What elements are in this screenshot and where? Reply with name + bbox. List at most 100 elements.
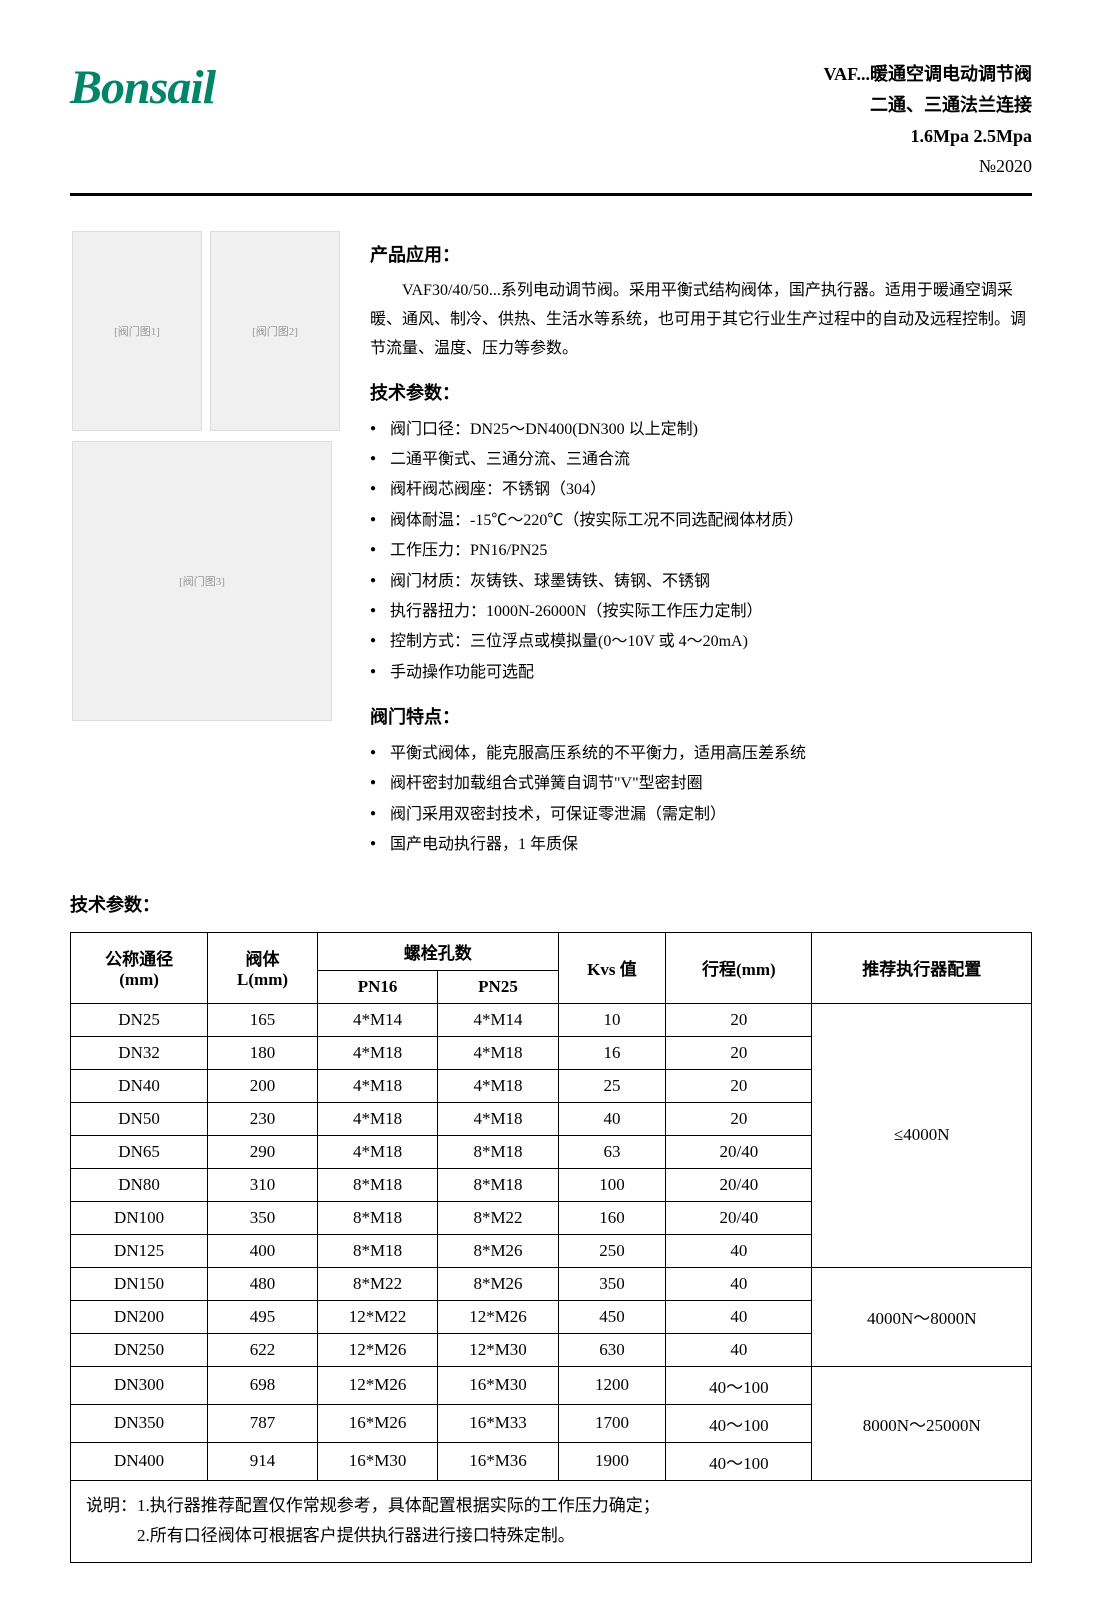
header-title3: 1.6Mpa 2.5Mpa [823,122,1032,151]
table-cell: 40 [666,1300,812,1333]
table-cell: 160 [558,1201,665,1234]
table-cell: 4*M18 [317,1135,437,1168]
images-column: [阀门图1] [阀门图2] [阀门图3] [70,226,350,860]
table-cell: 8*M18 [317,1201,437,1234]
table-cell: 4*M18 [317,1069,437,1102]
table-cell: 165 [208,1003,318,1036]
table-cell: 20/40 [666,1201,812,1234]
table-cell: 40～100 [666,1404,812,1442]
tech-list: 阀门口径：DN25～DN400(DN300 以上定制) 二通平衡式、三通分流、三… [370,415,1032,689]
header-title1: VAF...暖通空调电动调节阀 [823,60,1032,89]
table-cell: 622 [208,1333,318,1366]
table-cell: 20 [666,1102,812,1135]
note-line-1: 说明：1.执行器推荐配置仅作常规参考，具体配置根据实际的工作压力确定； [86,1491,1016,1522]
th-kvs: Kvs 值 [558,932,665,1003]
table-cell: 1200 [558,1366,665,1404]
table-row: DN1504808*M228*M26350404000N～8000N [71,1267,1032,1300]
table-cell: 16*M33 [438,1404,558,1442]
table-cell: 20 [666,1036,812,1069]
table-cell: 10 [558,1003,665,1036]
table-cell: 8*M18 [438,1168,558,1201]
tech-item: 工作压力：PN16/PN25 [370,536,1032,566]
table-header-row: 公称通径(mm) 阀体L(mm) 螺栓孔数 PN16 PN25 Kvs 值 行程… [71,932,1032,1003]
table-cell: 12*M26 [317,1333,437,1366]
table-cell: 450 [558,1300,665,1333]
tech-item: 阀门口径：DN25～DN400(DN300 以上定制) [370,415,1032,445]
table-cell: 16*M36 [438,1442,558,1480]
actuator-cell: 8000N～25000N [812,1366,1032,1480]
app-text: VAF30/40/50...系列电动调节阀。采用平衡式结构阀体，国产执行器。适用… [370,277,1032,363]
table-cell: 20/40 [666,1135,812,1168]
app-title: 产品应用： [370,241,1032,267]
actuator-cell: ≤4000N [812,1003,1032,1267]
table-cell: 8*M26 [438,1267,558,1300]
table-cell: DN25 [71,1003,208,1036]
th-dn: 公称通径(mm) [71,932,208,1003]
table-cell: 8*M22 [438,1201,558,1234]
table-cell: 16*M30 [438,1366,558,1404]
table-cell: 40 [666,1267,812,1300]
table-cell: 4*M18 [317,1036,437,1069]
feature-item: 平衡式阀体，能克服高压系统的不平衡力，适用高压差系统 [370,739,1032,769]
header-info: VAF...暖通空调电动调节阀 二通、三通法兰连接 1.6Mpa 2.5Mpa … [823,60,1032,183]
features-title: 阀门特点： [370,703,1032,729]
table-cell: 914 [208,1442,318,1480]
table-row: DN251654*M144*M141020≤4000N [71,1003,1032,1036]
actuator-cell: 4000N～8000N [812,1267,1032,1366]
table-cell: DN65 [71,1135,208,1168]
table-cell: 8*M18 [317,1168,437,1201]
table-cell: DN200 [71,1300,208,1333]
th-stroke: 行程(mm) [666,932,812,1003]
tech-params-title: 技术参数： [70,891,1032,917]
table-cell: 480 [208,1267,318,1300]
table-cell: 20/40 [666,1168,812,1201]
tech-title: 技术参数： [370,379,1032,405]
table-cell: 350 [208,1201,318,1234]
table-cell: 12*M26 [438,1300,558,1333]
text-column: 产品应用： VAF30/40/50...系列电动调节阀。采用平衡式结构阀体，国产… [370,226,1032,860]
table-cell: DN150 [71,1267,208,1300]
table-cell: 4*M18 [438,1036,558,1069]
table-cell: 8*M26 [438,1234,558,1267]
table-cell: DN80 [71,1168,208,1201]
table-cell: DN32 [71,1036,208,1069]
table-cell: DN350 [71,1404,208,1442]
table-cell: 8*M18 [317,1234,437,1267]
table-cell: 16*M30 [317,1442,437,1480]
product-image-2: [阀门图2] [210,231,340,431]
tech-item: 阀杆阀芯阀座：不锈钢（304） [370,475,1032,505]
header: Bonsail VAF...暖通空调电动调节阀 二通、三通法兰连接 1.6Mpa… [70,60,1032,196]
main-content: [阀门图1] [阀门图2] [阀门图3] 产品应用： VAF30/40/50..… [70,226,1032,860]
note-line-2: 2.所有口径阀体可根据客户提供执行器进行接口特殊定制。 [86,1521,1016,1552]
table-cell: 290 [208,1135,318,1168]
table-cell: 8*M18 [438,1135,558,1168]
table-cell: 310 [208,1168,318,1201]
table-cell: 40～100 [666,1442,812,1480]
table-cell: 180 [208,1036,318,1069]
table-cell: DN40 [71,1069,208,1102]
table-body: DN251654*M144*M141020≤4000NDN321804*M184… [71,1003,1032,1480]
table-note: 说明：1.执行器推荐配置仅作常规参考，具体配置根据实际的工作压力确定； 2.所有… [70,1481,1032,1563]
table-cell: DN300 [71,1366,208,1404]
table-cell: 200 [208,1069,318,1102]
table-cell: 698 [208,1366,318,1404]
table-cell: 495 [208,1300,318,1333]
table-cell: 4*M18 [438,1102,558,1135]
feature-item: 阀门采用双密封技术，可保证零泄漏（需定制） [370,800,1032,830]
tech-item: 阀体耐温：-15℃～220℃（按实际工况不同选配阀体材质） [370,506,1032,536]
header-title2: 二通、三通法兰连接 [823,91,1032,120]
table-cell: 1900 [558,1442,665,1480]
table-cell: DN50 [71,1102,208,1135]
tech-item: 二通平衡式、三通分流、三通合流 [370,445,1032,475]
table-cell: DN400 [71,1442,208,1480]
table-cell: 40 [666,1333,812,1366]
th-bolt: 螺栓孔数 PN16 PN25 [317,932,558,1003]
table-cell: 20 [666,1069,812,1102]
feature-item: 阀杆密封加载组合式弹簧自调节"V"型密封圈 [370,769,1032,799]
table-cell: 350 [558,1267,665,1300]
header-num: №2020 [823,152,1032,181]
table-cell: 4*M18 [438,1069,558,1102]
table-cell: 16*M26 [317,1404,437,1442]
table-cell: 12*M26 [317,1366,437,1404]
th-body: 阀体L(mm) [208,932,318,1003]
